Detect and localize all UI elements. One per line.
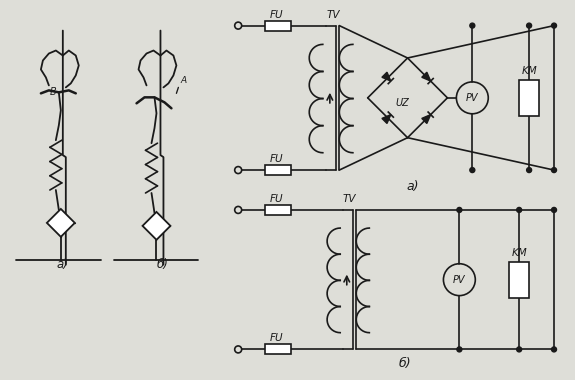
Text: A: A (181, 76, 186, 86)
Circle shape (527, 23, 532, 28)
Circle shape (551, 168, 557, 173)
Polygon shape (382, 72, 391, 81)
Text: FU: FU (269, 333, 283, 344)
Bar (265, 165, 291, 175)
Circle shape (457, 347, 462, 352)
Circle shape (235, 206, 242, 214)
Text: KM: KM (511, 248, 527, 258)
Polygon shape (382, 115, 391, 124)
Polygon shape (422, 115, 431, 124)
Text: PV: PV (466, 93, 478, 103)
Text: а): а) (57, 258, 69, 271)
Bar (509, 262, 529, 298)
Bar (265, 205, 291, 215)
Polygon shape (143, 212, 170, 240)
Text: а): а) (407, 180, 419, 193)
Text: FU: FU (269, 10, 283, 20)
Text: TV: TV (343, 194, 356, 204)
Text: UZ: UZ (396, 98, 409, 108)
Circle shape (551, 207, 557, 212)
Bar (265, 21, 291, 30)
Text: PV: PV (453, 275, 466, 285)
Text: б): б) (156, 258, 168, 271)
Text: B: B (49, 87, 56, 97)
Circle shape (470, 168, 475, 173)
Text: TV: TV (326, 10, 340, 20)
Bar (265, 344, 291, 355)
Circle shape (517, 207, 522, 212)
Circle shape (551, 347, 557, 352)
Circle shape (235, 22, 242, 29)
Text: FU: FU (269, 194, 283, 204)
Text: б): б) (398, 357, 411, 370)
Circle shape (235, 346, 242, 353)
Circle shape (527, 168, 532, 173)
Circle shape (551, 23, 557, 28)
Circle shape (457, 207, 462, 212)
Circle shape (235, 166, 242, 174)
Text: FU: FU (269, 154, 283, 164)
Bar (519, 80, 539, 116)
Circle shape (517, 347, 522, 352)
Polygon shape (47, 209, 75, 237)
Polygon shape (422, 72, 431, 81)
Circle shape (470, 23, 475, 28)
Text: KM: KM (522, 66, 537, 76)
